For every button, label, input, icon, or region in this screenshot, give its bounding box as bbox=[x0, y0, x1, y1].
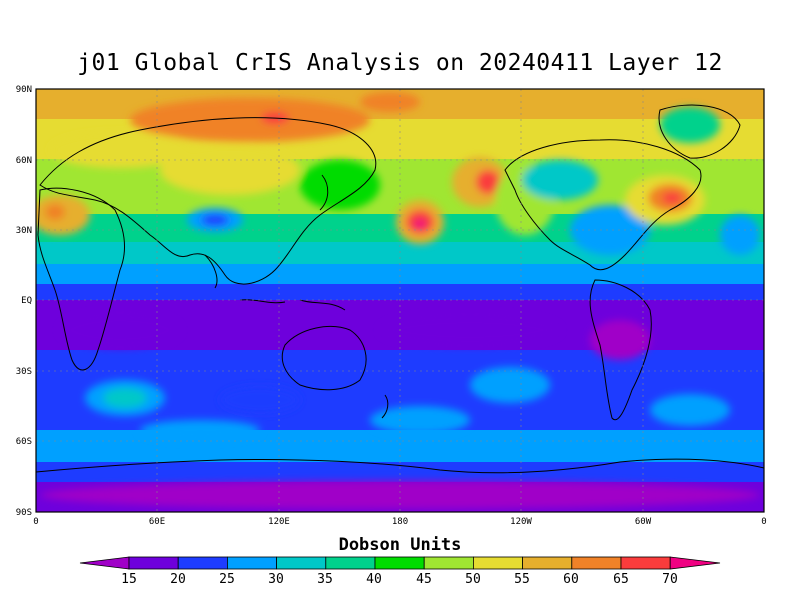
colorbar-label: 20 bbox=[170, 572, 186, 587]
ozone-field bbox=[36, 89, 764, 512]
coastlines bbox=[36, 104, 764, 474]
colorbar-swatch bbox=[276, 556, 327, 570]
colorbar-label: 60 bbox=[563, 572, 579, 587]
lon-label: 180 bbox=[392, 517, 408, 527]
colorbar-labels: 15 20 25 30 35 40 45 50 55 60 65 70 bbox=[121, 572, 678, 587]
lat-label: 30S bbox=[16, 367, 32, 377]
colorbar-label: 35 bbox=[317, 572, 333, 587]
colorbar-title: Dobson Units bbox=[338, 535, 462, 555]
colorbar-label: 15 bbox=[121, 572, 137, 587]
colorbar-swatches bbox=[79, 556, 721, 570]
lon-label: 0 bbox=[33, 517, 38, 527]
colorbar-label: 70 bbox=[662, 572, 678, 587]
colorbar-swatch bbox=[325, 556, 376, 570]
lat-label: 30N bbox=[16, 226, 32, 236]
lat-lon-grid bbox=[36, 89, 764, 512]
latitude-labels: 90N 60N 30N EQ 30S 60S 90S bbox=[16, 85, 32, 518]
lat-label: EQ bbox=[21, 296, 32, 306]
lon-label: 0 bbox=[761, 517, 766, 527]
colorbar-label: 50 bbox=[465, 572, 481, 587]
colorbar-swatch bbox=[226, 556, 277, 570]
colorbar-label: 45 bbox=[416, 572, 432, 587]
map-title: j01 Global CrIS Analysis on 20240411 Lay… bbox=[77, 50, 723, 76]
lat-label: 90S bbox=[16, 508, 32, 518]
lon-label: 60W bbox=[635, 517, 652, 527]
colorbar-label: 30 bbox=[268, 572, 284, 587]
lat-label: 90N bbox=[16, 85, 32, 95]
map-frame bbox=[35, 88, 765, 513]
colorbar-arrow-high bbox=[669, 556, 721, 570]
lat-label: 60S bbox=[16, 437, 32, 447]
colorbar-swatch bbox=[177, 556, 228, 570]
lat-label: 60N bbox=[16, 156, 32, 166]
lon-label: 120W bbox=[510, 517, 532, 527]
lon-label: 60E bbox=[149, 517, 165, 527]
colorbar-label: 25 bbox=[219, 572, 235, 587]
colorbar-swatch bbox=[571, 556, 622, 570]
colorbar-swatch bbox=[472, 556, 523, 570]
colorbar-swatch bbox=[522, 556, 573, 570]
colorbar-label: 65 bbox=[613, 572, 629, 587]
colorbar-swatch bbox=[374, 556, 425, 570]
colorbar-arrow-low bbox=[79, 556, 130, 570]
longitude-labels: 0 60E 120E 180 120W 60W 0 bbox=[33, 517, 766, 527]
colorbar-label: 40 bbox=[366, 572, 382, 587]
colorbar-swatch bbox=[423, 556, 474, 570]
colorbar-label: 55 bbox=[514, 572, 530, 587]
lon-label: 120E bbox=[268, 517, 290, 527]
colorbar-swatch bbox=[128, 556, 179, 570]
colorbar-swatch bbox=[620, 556, 671, 570]
